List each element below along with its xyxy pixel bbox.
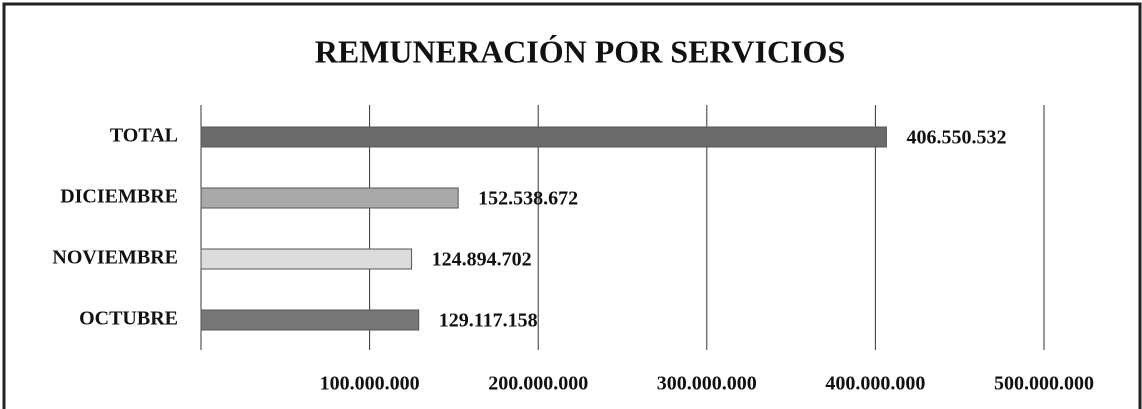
data-label: 124.894.702 [432, 249, 532, 271]
x-tick-label: 200.000.000 [488, 373, 588, 395]
bar [200, 309, 420, 331]
x-tick-label: 300.000.000 [657, 373, 757, 395]
x-tick-label: 100.000.000 [320, 373, 420, 395]
y-tick-label: TOTAL [110, 125, 178, 147]
bar [200, 248, 413, 270]
data-label: 406.550.532 [906, 127, 1006, 149]
bar [200, 126, 887, 148]
x-tick-label: 400.000.000 [825, 373, 925, 395]
y-tick-label: NOVIEMBRE [52, 247, 178, 269]
chart-title: REMUNERACIÓN POR SERVICIOS [315, 33, 845, 69]
data-label: 129.117.158 [439, 310, 538, 332]
bar [200, 187, 459, 209]
y-tick-label: OCTUBRE [79, 308, 178, 330]
x-tick-label: 500.000.000 [994, 373, 1094, 395]
data-label: 152.538.672 [478, 188, 578, 210]
y-tick-label: DICIEMBRE [60, 186, 178, 208]
